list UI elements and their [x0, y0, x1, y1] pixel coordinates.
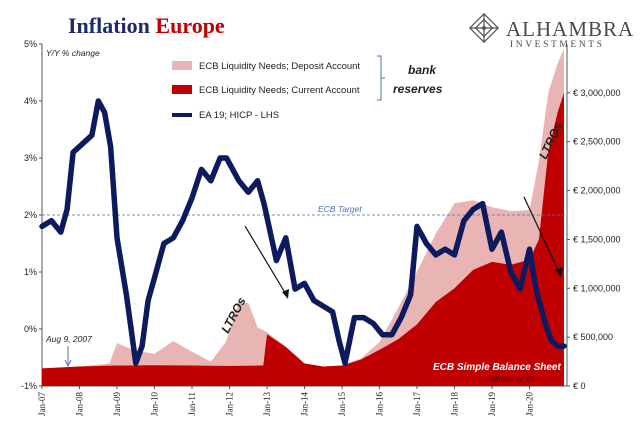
arrow-2020-head	[555, 267, 563, 277]
title-part-inflation: Inflation	[68, 13, 150, 38]
current-account-area	[42, 92, 564, 387]
legend-swatch	[172, 61, 192, 70]
title-part-europe: Europe	[155, 13, 225, 38]
left-axis-label: Y/Y % change	[46, 48, 100, 58]
x-tick-label: Jan-08	[75, 392, 85, 416]
brand-text: ALHAMBRA INVESTMENTS	[506, 17, 634, 50]
alhambra-logo-icon	[469, 13, 499, 43]
left-tick-label: 1%	[24, 267, 37, 277]
x-tick-label: Jan-10	[150, 392, 160, 416]
hicp-line	[39, 98, 567, 366]
left-tick-label: 3%	[24, 153, 37, 163]
x-tick-label: Jan-07	[37, 392, 47, 416]
x-tick-label: Jan-20	[525, 392, 535, 416]
x-tick-label: Jan-19	[487, 392, 497, 416]
right-tick-label: € 1,500,000	[573, 234, 621, 244]
legend-bracket	[377, 55, 385, 101]
arrow-2012-shaft	[244, 225, 288, 297]
left-tick-label: 5%	[24, 39, 37, 49]
right-tick-label: € 2,500,000	[573, 137, 621, 147]
right-axis-unit-note: millions of €s	[486, 374, 536, 384]
bank-reserves-label-line2: reserves	[393, 82, 443, 96]
x-tick-label: Jan-14	[300, 392, 310, 416]
x-tick-label: Jan-11	[187, 392, 197, 416]
ecb-target-label: ECB Target	[318, 204, 362, 214]
aug-9-2007-label: Aug 9, 2007	[45, 334, 92, 344]
deposit-account-area	[42, 48, 564, 387]
x-tick-label: Jan-12	[225, 392, 235, 416]
x-tick-label: Jan-18	[450, 392, 460, 416]
chart-title: Inflation Europe	[68, 13, 225, 39]
brand-subtitle: INVESTMENTS	[510, 40, 605, 50]
left-tick-label: 0%	[24, 324, 37, 334]
left-tick-label: -1%	[21, 381, 37, 391]
x-tick-label: Jan-15	[337, 392, 347, 416]
right-tick-label: € 1,000,000	[573, 283, 621, 293]
x-tick-label: Jan-13	[262, 392, 272, 416]
right-tick-label: € 2,000,000	[573, 186, 621, 196]
arrow-2020-shaft	[523, 196, 561, 275]
left-tick-label: 4%	[24, 96, 37, 106]
x-tick-label: Jan-17	[412, 392, 422, 416]
right-tick-label: € 3,000,000	[573, 88, 621, 98]
right-tick-label: € 0	[573, 381, 586, 391]
aug-arrow	[64, 346, 72, 368]
legend-label: ECB Liquidity Needs; Current Account	[199, 85, 360, 96]
x-tick-label: Jan-16	[375, 392, 385, 416]
bank-reserves-label-line1: bank	[408, 63, 437, 77]
legend-swatch	[172, 85, 192, 94]
left-tick-label: 2%	[24, 210, 37, 220]
brand-name: ALHAMBRA	[506, 17, 635, 41]
arrow-2012-head	[282, 289, 289, 299]
legend-label: ECB Liquidity Needs; Deposit Account	[199, 61, 360, 72]
x-tick-label: Jan-09	[112, 392, 122, 416]
balance-sheet-label: ECB Simple Balance Sheet	[433, 362, 561, 373]
legend-label: EA 19; HICP - LHS	[199, 110, 279, 121]
right-tick-label: € 500,000	[573, 332, 613, 342]
